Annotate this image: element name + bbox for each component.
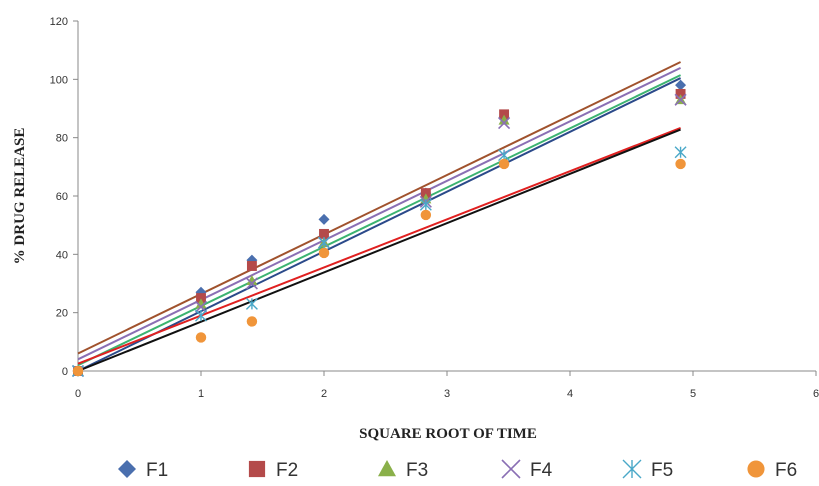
point-f4	[674, 93, 687, 106]
x-tick-label: 1	[198, 388, 204, 400]
y-tick-label: 60	[56, 191, 68, 203]
axes: 0 20 40 60 80 100 120 0 1 2 3 4 5 6	[50, 16, 819, 400]
point-f2	[499, 109, 510, 120]
legend-label-f1: F1	[146, 460, 168, 481]
x-tick-label: 4	[567, 388, 573, 400]
legend-label-f4: F4	[530, 460, 553, 481]
trendline-f3	[77, 74, 682, 367]
legend-marker-f6	[747, 460, 765, 478]
y-tick-label: 20	[56, 308, 68, 320]
point-f5	[245, 297, 258, 310]
x-tick-label: 3	[444, 388, 450, 400]
trendline-f2	[77, 61, 682, 355]
point-f3	[498, 114, 510, 125]
point-f2	[675, 88, 686, 99]
point-f3	[195, 298, 207, 309]
trendlines	[77, 61, 682, 372]
legend-label-f5: F5	[651, 460, 673, 481]
point-f4	[194, 300, 208, 313]
trendline-f5	[77, 127, 681, 365]
trendline-f1	[77, 77, 682, 372]
legend-label-f3: F3	[406, 460, 428, 481]
legend-marker-f1	[118, 460, 136, 478]
x-tick-label: 2	[321, 388, 327, 400]
point-f6	[420, 209, 432, 221]
point-f6	[246, 316, 258, 327]
y-axis-title: % DRUG RELEASE	[12, 128, 28, 265]
y-tick-label: 120	[50, 16, 68, 28]
point-f6	[318, 247, 330, 259]
point-f6	[72, 365, 84, 377]
legend-marker-f4	[501, 459, 521, 479]
point-f5	[195, 309, 207, 322]
point-f3	[246, 275, 258, 285]
legend-marker-f3	[378, 460, 396, 477]
y-tick-label: 100	[50, 74, 68, 86]
data-points	[71, 79, 687, 378]
point-f6	[675, 158, 686, 170]
x-axis-title: SQUARE ROOT OF TIME	[359, 426, 537, 442]
legend-label-f2: F2	[276, 460, 298, 481]
point-f2	[196, 293, 206, 304]
point-f6	[195, 332, 207, 343]
trendline-f4	[77, 66, 682, 361]
legend-label-f6: F6	[775, 460, 797, 481]
trendline-f6	[77, 128, 681, 372]
point-f4	[498, 117, 511, 130]
point-f1	[318, 213, 330, 225]
point-f3	[420, 193, 432, 204]
point-f2	[420, 188, 431, 199]
x-tick-label: 6	[813, 388, 819, 400]
point-f5	[674, 146, 687, 159]
point-f1	[675, 79, 687, 91]
point-f5	[318, 236, 330, 249]
y-tick-label: 40	[56, 249, 68, 261]
x-tick-label: 0	[75, 388, 81, 400]
y-tick-label: 80	[56, 133, 68, 145]
y-tick-label: 0	[62, 366, 68, 378]
x-tick-label: 5	[690, 388, 696, 400]
legend: F1 F2 F3 F4 F5 F6	[118, 459, 797, 481]
point-f4	[245, 277, 258, 290]
legend-marker-f2	[248, 460, 266, 478]
legend-marker-f5	[622, 459, 642, 479]
point-f2	[246, 261, 257, 271]
point-f6	[498, 158, 510, 170]
point-f5	[419, 198, 432, 211]
point-f2	[319, 228, 329, 239]
